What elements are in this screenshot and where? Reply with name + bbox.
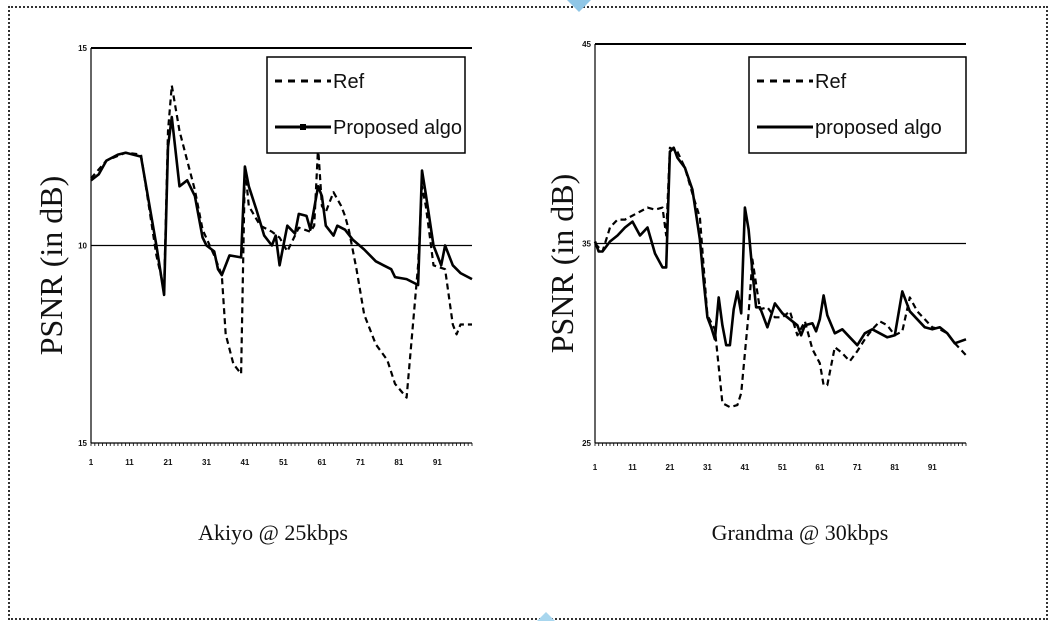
x-tick-label: 61 bbox=[815, 463, 824, 472]
legend-box bbox=[748, 56, 967, 154]
x-tick-label: 1 bbox=[593, 463, 598, 472]
y-tick-label: 45 bbox=[582, 40, 591, 49]
x-tick-label: 1 bbox=[89, 458, 94, 467]
series-line-proposed bbox=[593, 146, 967, 347]
y-tick-label: 15 bbox=[78, 44, 87, 53]
legend-label: Ref bbox=[815, 71, 847, 93]
y-axis-label: PSNR (in dB) bbox=[544, 174, 580, 354]
x-tick-label: 61 bbox=[317, 458, 326, 467]
series-line-ref bbox=[594, 146, 967, 409]
x-tick-label: 11 bbox=[125, 458, 134, 467]
bottom-resize-handle-icon[interactable] bbox=[537, 612, 555, 621]
x-tick-label: 21 bbox=[164, 458, 173, 467]
legend-label: Ref bbox=[333, 71, 365, 93]
legend-label: proposed algo bbox=[815, 117, 942, 139]
y-tick-label: 25 bbox=[582, 439, 591, 448]
x-tick-label: 41 bbox=[740, 463, 749, 472]
x-tick-label: 91 bbox=[433, 458, 442, 467]
series-line-proposed bbox=[90, 115, 473, 297]
chart-caption: Grandma @ 30kbps bbox=[712, 520, 889, 545]
x-tick-label: 11 bbox=[628, 463, 637, 472]
x-tick-label: 81 bbox=[890, 463, 899, 472]
x-tick-label: 81 bbox=[394, 458, 403, 467]
legend-box bbox=[266, 56, 466, 154]
y-tick-label: 35 bbox=[582, 240, 591, 249]
x-tick-label: 51 bbox=[279, 458, 288, 467]
y-axis-label: PSNR (in dB) bbox=[33, 176, 69, 356]
x-tick-label: 31 bbox=[202, 458, 211, 467]
y-tick-label: 15 bbox=[78, 439, 87, 448]
x-tick-label: 51 bbox=[778, 463, 787, 472]
legend-marker bbox=[300, 124, 306, 130]
top-resize-handle-icon[interactable] bbox=[565, 0, 593, 12]
x-tick-label: 91 bbox=[928, 463, 937, 472]
x-tick-label: 71 bbox=[853, 463, 862, 472]
x-tick-label: 41 bbox=[240, 458, 249, 467]
legend-label: Proposed algo bbox=[333, 117, 462, 139]
dotted-frame bbox=[8, 6, 1048, 620]
y-tick-label: 10 bbox=[78, 242, 87, 251]
x-tick-label: 71 bbox=[356, 458, 365, 467]
chart-caption: Akiyo @ 25kbps bbox=[198, 520, 348, 545]
x-tick-label: 31 bbox=[703, 463, 712, 472]
x-tick-label: 21 bbox=[665, 463, 674, 472]
